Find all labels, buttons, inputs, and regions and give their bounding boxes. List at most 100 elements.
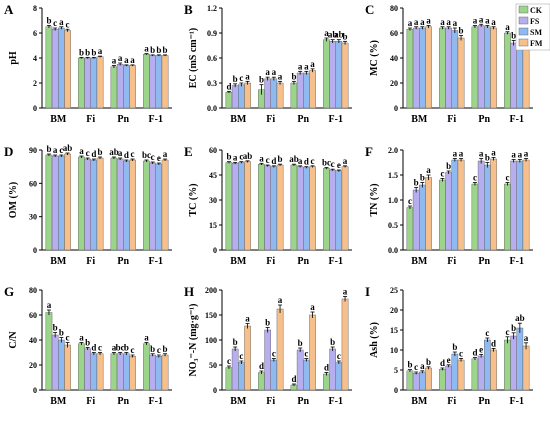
bar-CK — [45, 312, 53, 391]
significance-label: b — [46, 16, 51, 26]
bar-CK — [110, 66, 118, 109]
bar-FS — [116, 64, 124, 109]
bar-FS — [264, 78, 271, 109]
significance-label: b — [85, 47, 90, 57]
bar-SM — [90, 159, 98, 251]
category-label: Fi — [86, 114, 95, 125]
category-label: Pn — [478, 396, 490, 407]
category-label: F-1 — [510, 396, 524, 407]
bar-SM — [419, 27, 426, 109]
bar-CK — [225, 367, 233, 391]
bar-FS — [51, 334, 59, 391]
bar-FM — [244, 161, 251, 251]
significance-label: b — [259, 75, 264, 85]
significance-label: b — [156, 45, 161, 55]
bar-FS — [477, 355, 485, 391]
bar-FS — [329, 169, 336, 251]
y-tick-label: 90 — [29, 146, 37, 155]
bar-FM — [96, 56, 104, 109]
bar-CK — [504, 32, 511, 109]
bar-FM — [244, 325, 251, 391]
bar-SM — [123, 160, 130, 251]
bar-CK — [110, 157, 118, 251]
y-tick-label: 30 — [29, 213, 37, 222]
y-tick-label: 50 — [209, 361, 217, 370]
bar-FM — [64, 30, 71, 109]
bar-CK — [439, 369, 446, 391]
category-label: Pn — [297, 396, 309, 407]
significance-label: a — [118, 148, 123, 158]
y-tick-label: 0.0 — [207, 104, 217, 113]
category-label: Pn — [478, 114, 490, 125]
significance-label: c — [459, 348, 463, 358]
significance-label: c — [440, 169, 444, 179]
bar-FM — [425, 367, 432, 391]
bar-SM — [451, 159, 459, 251]
y-tick-label: 6 — [33, 29, 37, 38]
significance-label: c — [227, 356, 231, 366]
legend: CK FS SM FM — [515, 3, 550, 51]
significance-label: c — [157, 345, 161, 355]
significance-label: c — [131, 149, 135, 159]
bar-FM — [341, 298, 349, 391]
bar-CK — [471, 358, 479, 391]
bar-SM — [484, 26, 491, 109]
bar-FS — [231, 163, 239, 251]
y-axis-label: MC (%) — [369, 40, 380, 76]
bar-CK — [290, 82, 298, 109]
bar-SM — [270, 78, 278, 109]
significance-label: a — [47, 300, 52, 310]
bar-FM — [457, 37, 465, 109]
y-tick-label: 0 — [33, 104, 37, 113]
panel-letter: D — [4, 144, 13, 159]
panel-letter: E — [184, 144, 193, 159]
significance-label: e — [337, 160, 341, 170]
y-axis-label: Ash (%) — [369, 322, 380, 358]
significance-label: a — [485, 16, 490, 26]
bar-FS — [231, 85, 239, 109]
y-tick-label: 0.9 — [207, 29, 217, 38]
significance-label: d — [91, 149, 96, 159]
y-tick-label: 25 — [390, 286, 398, 295]
bar-CK — [78, 57, 85, 109]
significance-label: a — [426, 165, 431, 175]
bar-FM — [64, 344, 71, 391]
bar-SM — [335, 170, 343, 251]
bar-FS — [412, 373, 420, 391]
bar-FS — [116, 158, 124, 251]
category-label: BM — [411, 256, 428, 267]
significance-label: a — [98, 46, 103, 56]
significance-label: a — [278, 295, 283, 305]
significance-label: c — [505, 173, 509, 183]
bar-SM — [303, 359, 310, 391]
bar-SM — [516, 160, 524, 251]
y-tick-label: 0.0 — [388, 246, 398, 255]
panel-letter: B — [184, 2, 193, 17]
significance-label: c — [414, 362, 418, 372]
legend-label: FS — [530, 17, 540, 26]
significance-label: c — [505, 327, 509, 337]
category-label: Pn — [297, 256, 309, 267]
category-label: Pn — [117, 256, 129, 267]
y-axis-label: NO₃⁻-N (mg·g⁻¹) — [188, 304, 199, 377]
y-tick-label: 1.5 — [388, 171, 398, 180]
significance-label: ab — [109, 147, 119, 157]
panel-letter: A — [4, 2, 14, 17]
category-label: Pn — [478, 256, 490, 267]
significance-label: a — [59, 17, 64, 27]
significance-label: b — [163, 45, 168, 55]
category-label: F-1 — [510, 114, 524, 125]
bar-SM — [155, 356, 163, 391]
significance-label: b — [59, 328, 64, 338]
significance-label: a — [298, 156, 303, 166]
significance-label: c — [266, 155, 270, 165]
significance-label: a — [324, 28, 329, 38]
significance-label: b — [226, 152, 231, 162]
y-tick-label: 0.5 — [388, 221, 398, 230]
significance-label: c — [239, 73, 243, 83]
significance-label: a — [426, 16, 431, 26]
bar-FS — [412, 27, 420, 109]
y-tick-label: 20 — [390, 79, 398, 88]
bar-FM — [490, 27, 497, 109]
